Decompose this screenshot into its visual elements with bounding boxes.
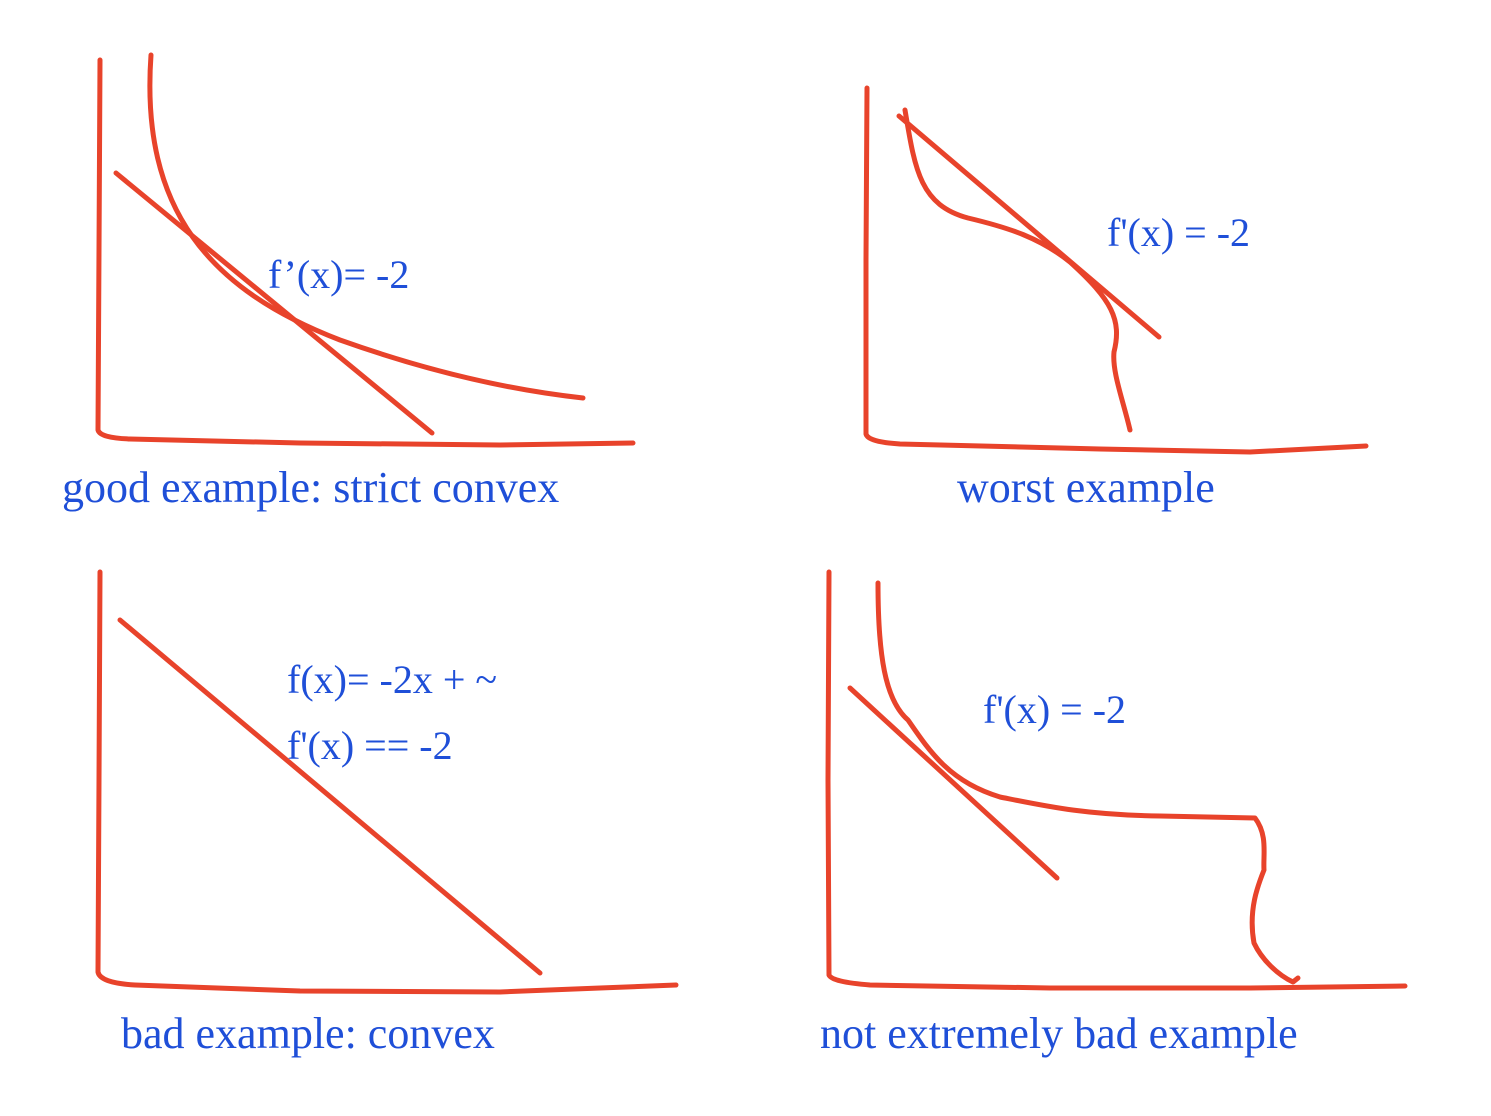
derivative-label-not-extremely-bad: f'(x) = -2	[983, 687, 1127, 732]
derivative-label-good: f’(x)= -2	[268, 252, 410, 297]
caption-good: good example: strict convex	[62, 463, 560, 512]
derivative-label-worst: f'(x) = -2	[1107, 210, 1251, 255]
caption-bad: bad example: convex	[121, 1009, 495, 1058]
function-label-bad: f(x)= -2x + ~	[287, 657, 498, 702]
tangent-line-worst	[896, 113, 1162, 340]
panel-worst	[863, 85, 1369, 455]
caption-not-extremely-bad: not extremely bad example	[820, 1009, 1298, 1058]
panel-not-extremely-bad	[825, 569, 1408, 991]
curve-worst	[902, 107, 1133, 433]
curve-good	[147, 52, 586, 401]
panel-bad	[95, 569, 679, 995]
caption-worst: worst example	[957, 463, 1215, 512]
axes-not-extremely-bad	[825, 569, 1408, 991]
tangent-line-not-extremely-bad	[847, 685, 1060, 881]
derivative-label-bad: f'(x) == -2	[287, 723, 453, 768]
tangent-line-good	[113, 170, 435, 436]
line-bad	[117, 617, 543, 976]
axes-bad	[95, 569, 679, 995]
axes-worst	[863, 85, 1369, 455]
axes-good	[95, 57, 636, 448]
curve-not-extremely-bad	[875, 580, 1301, 985]
panel-good	[95, 52, 636, 448]
